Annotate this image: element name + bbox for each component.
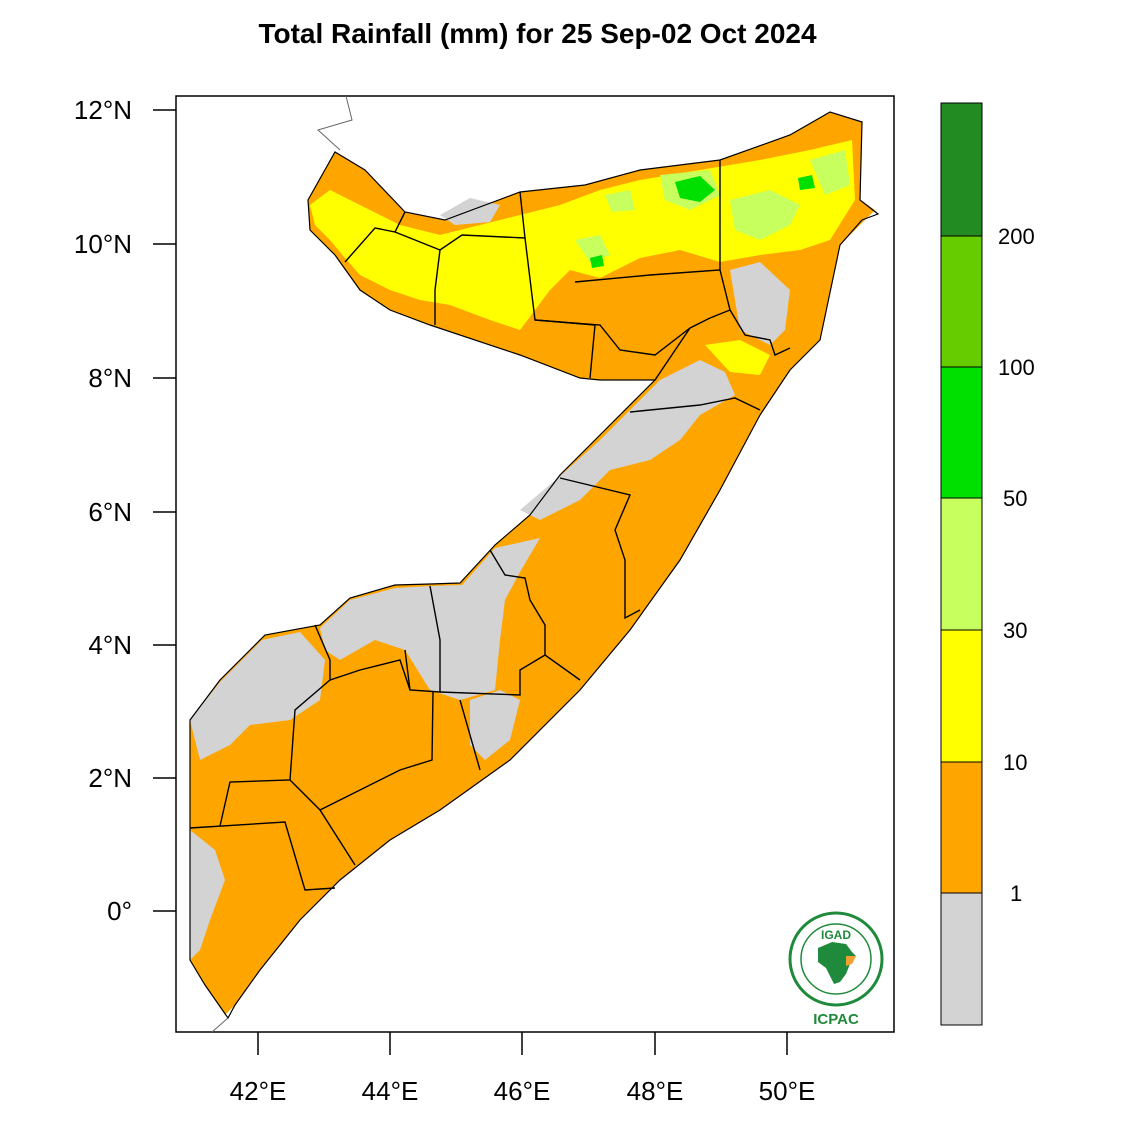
dry-zone-southwest bbox=[190, 830, 225, 960]
colorbar-swatch-1-10 bbox=[941, 762, 982, 893]
dry-zone-northeast-coast bbox=[730, 262, 790, 345]
colorbar-label: 50 bbox=[1003, 486, 1027, 511]
neighbour-border-line bbox=[211, 1017, 229, 1033]
colorbar-swatch-above-200 bbox=[941, 103, 982, 236]
boundary-line bbox=[319, 691, 434, 811]
boundary-line bbox=[459, 699, 481, 771]
lat-ticks bbox=[153, 109, 176, 912]
dry-zone-central-strip bbox=[520, 360, 735, 520]
colorbar-label: 10 bbox=[1003, 750, 1027, 775]
moist-zone-northeast-yellow bbox=[705, 340, 770, 375]
boundary-line bbox=[629, 397, 761, 413]
boundary-line bbox=[404, 585, 441, 693]
wet-zone-bright-green-3 bbox=[798, 175, 815, 190]
lat-tick-label: 6°N bbox=[88, 497, 132, 527]
lat-tick-labels: 12°N 10°N 8°N 6°N 4°N 2°N 0° bbox=[74, 95, 132, 926]
moist-zone-north-yellow bbox=[310, 140, 855, 330]
colorbar-label: 30 bbox=[1003, 618, 1027, 643]
boundary-line bbox=[439, 654, 546, 696]
lat-tick-label: 8°N bbox=[88, 363, 132, 393]
igad-icpac-logo: IGAD ICPAC bbox=[788, 911, 884, 1028]
dry-zone-jubba-west bbox=[190, 632, 325, 760]
colorbar-label: 100 bbox=[998, 355, 1035, 380]
boundary-line bbox=[434, 249, 441, 325]
dry-zone-south-coast-interior bbox=[320, 538, 540, 700]
boundary-line bbox=[314, 624, 411, 691]
admin-boundaries bbox=[189, 160, 791, 891]
colorbar-swatch-30-50 bbox=[941, 498, 982, 630]
colorbar-swatch-10-30 bbox=[941, 630, 982, 762]
boundary-line bbox=[394, 191, 526, 251]
colorbar-label: 200 bbox=[998, 224, 1035, 249]
logo-icpac-text: ICPAC bbox=[813, 1011, 859, 1028]
boundary-line bbox=[344, 211, 406, 263]
wet-zone-light-green-5 bbox=[605, 190, 635, 212]
lat-tick-label: 0° bbox=[107, 896, 132, 926]
lon-tick-label: 46°E bbox=[494, 1076, 551, 1106]
wet-zone-bright-green-2 bbox=[590, 255, 604, 268]
horn-of-africa-highlight-icon bbox=[846, 956, 856, 966]
boundary-line bbox=[689, 269, 731, 329]
dry-zone-gedo-south bbox=[470, 690, 520, 760]
lon-tick-label: 50°E bbox=[759, 1076, 816, 1106]
colorbar-swatch-100-200 bbox=[941, 236, 982, 367]
coastline-outline bbox=[189, 111, 880, 1020]
colorbar-swatch-below-1 bbox=[941, 893, 982, 1025]
boundary-line bbox=[189, 821, 336, 891]
boundary-line bbox=[289, 779, 356, 866]
lon-tick-labels: 42°E 44°E 46°E 48°E 50°E bbox=[230, 1076, 816, 1106]
wet-zone-light-green-2 bbox=[810, 150, 850, 195]
colorbar-label: 1 bbox=[1010, 881, 1022, 906]
map-title: Total Rainfall (mm) for 25 Sep-02 Oct 20… bbox=[258, 18, 817, 49]
lon-tick-label: 48°E bbox=[627, 1076, 684, 1106]
lon-tick-label: 44°E bbox=[362, 1076, 419, 1106]
boundary-line bbox=[729, 309, 791, 356]
neighbour-border-line bbox=[317, 95, 353, 151]
lon-tick-label: 42°E bbox=[230, 1076, 287, 1106]
africa-map-icon bbox=[818, 942, 856, 984]
lat-tick-label: 2°N bbox=[88, 763, 132, 793]
colorbar: 200 100 50 30 10 1 bbox=[940, 102, 1035, 1026]
logo-igad-text: IGAD bbox=[821, 928, 851, 942]
lat-tick-label: 4°N bbox=[88, 630, 132, 660]
wet-zone-bright-green-1 bbox=[675, 176, 715, 202]
boundary-line bbox=[534, 319, 691, 356]
colorbar-swatch-50-100 bbox=[941, 367, 982, 498]
boundary-line bbox=[574, 160, 721, 283]
lon-ticks bbox=[257, 1032, 788, 1055]
boundary-line bbox=[559, 477, 641, 620]
wet-zone-light-green-1 bbox=[730, 190, 800, 240]
boundary-line bbox=[654, 327, 691, 381]
lat-tick-label: 12°N bbox=[74, 95, 132, 125]
lat-tick-label: 10°N bbox=[74, 229, 132, 259]
